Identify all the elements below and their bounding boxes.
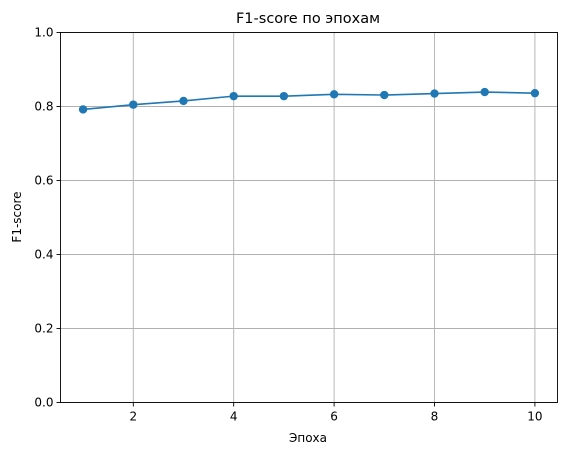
y-tick-label: 0.8: [34, 100, 53, 114]
data-point-marker: [480, 87, 489, 97]
chart-title: F1-score по эпохам: [236, 11, 380, 27]
y-tick-label: 0.2: [34, 322, 53, 336]
x-axis-label: Эпоха: [289, 431, 327, 445]
y-tick-label: 0.4: [34, 248, 53, 262]
x-tick-label: 8: [431, 410, 439, 424]
series-line: [83, 91, 535, 111]
data-point-marker: [179, 96, 188, 106]
x-tick-label: 10: [527, 410, 542, 424]
plot-area-frame: [60, 32, 558, 403]
data-point-marker: [78, 105, 88, 114]
data-point-marker: [380, 90, 389, 100]
data-series: [78, 87, 540, 114]
x-tick-label: 2: [129, 410, 137, 424]
data-point-marker: [430, 89, 439, 98]
data-point-marker: [530, 88, 540, 98]
data-point-marker: [329, 90, 339, 99]
y-tick-label: 0.0: [34, 396, 53, 410]
data-point-marker: [279, 91, 289, 101]
axis-ticks: 2 4 6 8 10 0.0 0.2 0.4 0.6 0.8 1.0: [34, 26, 542, 424]
data-point-marker: [129, 100, 138, 109]
y-tick-label: 0.6: [34, 174, 53, 188]
x-tick-label: 4: [230, 410, 238, 424]
y-tick-label: 1.0: [34, 26, 53, 40]
x-tick-label: 6: [330, 410, 338, 424]
y-axis-label: F1-score: [10, 191, 24, 242]
data-point-marker: [229, 91, 238, 101]
